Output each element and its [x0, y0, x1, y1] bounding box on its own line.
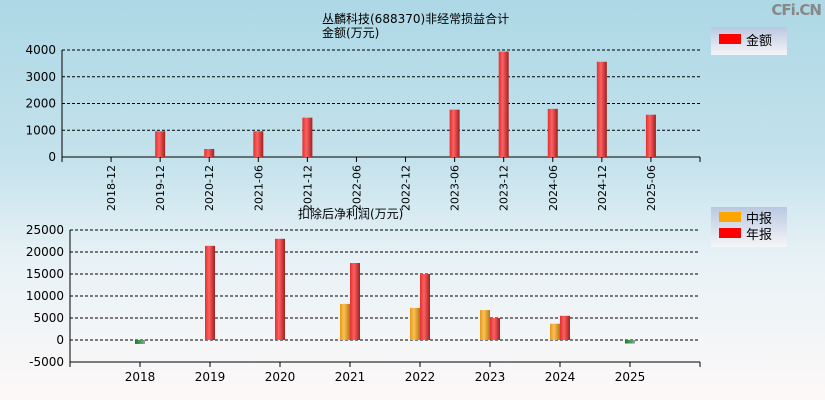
- x-tick-label: 2022-06: [350, 165, 363, 211]
- y-tick-label: 0: [48, 150, 56, 164]
- x-tick-label: 2021-12: [301, 165, 314, 211]
- chart1-title: 丛麟科技(688370)非经常损益合计: [322, 12, 510, 26]
- x-tick-label: 2023: [475, 370, 506, 384]
- legend-swatch: [719, 228, 741, 238]
- y-tick-label: 15000: [26, 267, 64, 281]
- y-tick-label: 2000: [25, 97, 56, 111]
- x-tick-label: 2023-06: [449, 165, 462, 211]
- bar-金额-2019-12: [155, 131, 166, 157]
- bar-年报-2024: [560, 315, 570, 340]
- bar-中报-2025: [625, 340, 635, 344]
- legend-swatch: [719, 212, 741, 222]
- x-tick-label: 2020-12: [203, 165, 216, 211]
- y-tick-label: 10000: [26, 289, 64, 303]
- chart2-title: 扣除后净利润(万元): [298, 207, 404, 221]
- y-tick-label: 5000: [33, 311, 64, 325]
- x-tick-label: 2024: [545, 370, 576, 384]
- x-tick-label: 2022-12: [400, 165, 413, 211]
- y-tick-label: -5000: [29, 355, 64, 369]
- chart1-legend: 金额: [711, 27, 787, 55]
- bar-金额-2023-06: [449, 109, 460, 157]
- bar-年报-2023: [490, 318, 500, 340]
- x-tick-label: 2018: [125, 370, 156, 384]
- bar-金额-2025-06: [645, 114, 656, 157]
- x-tick-label: 2024-12: [596, 165, 609, 211]
- bar-中报-2024: [550, 323, 560, 340]
- y-tick-label: 4000: [25, 43, 56, 57]
- bar-金额-2021-06: [253, 131, 264, 157]
- x-tick-label: 2023-12: [498, 165, 511, 211]
- bar-金额-2023-12: [498, 51, 509, 158]
- bar-金额-2021-12: [302, 117, 313, 157]
- chart1-subtitle: 金额(万元): [322, 26, 380, 40]
- legend-label: 年报: [746, 227, 773, 243]
- bar-中报-2022: [410, 307, 420, 340]
- x-tick-label: 2020: [265, 370, 296, 384]
- bar-中报-2021: [340, 303, 350, 340]
- legend-item: 中报: [711, 209, 787, 227]
- watermark: CFi.CN: [771, 1, 822, 19]
- bar-金额-2020-12: [204, 148, 215, 157]
- y-tick-label: 3000: [25, 70, 56, 84]
- legend-swatch: [719, 34, 741, 44]
- x-tick-label: 2025-06: [645, 165, 658, 211]
- legend-item: 年报: [711, 225, 787, 243]
- legend-label: 中报: [746, 211, 773, 227]
- bar-年报-2018: [135, 340, 145, 344]
- bar-金额-2024-06: [547, 108, 558, 157]
- legend-label: 金额: [746, 33, 773, 49]
- x-tick-label: 2019: [195, 370, 226, 384]
- y-tick-label: 20000: [26, 245, 64, 259]
- y-tick-label: 1000: [25, 123, 56, 137]
- bar-年报-2020: [275, 238, 285, 340]
- x-tick-label: 2018-12: [105, 165, 118, 211]
- y-tick-label: 0: [56, 333, 64, 347]
- bar-中报-2023: [480, 310, 490, 340]
- bar-年报-2019: [205, 245, 215, 340]
- x-tick-label: 2024-06: [547, 165, 560, 211]
- legend-item: 金额: [711, 31, 787, 49]
- bar-年报-2021: [350, 263, 360, 340]
- chart2-legend: 中报 年报: [711, 207, 787, 247]
- bar-金额-2024-12: [596, 61, 607, 157]
- x-tick-label: 2019-12: [154, 165, 167, 211]
- x-tick-label: 2021-06: [252, 165, 265, 211]
- bar-年报-2022: [420, 274, 430, 340]
- x-tick-label: 2022: [405, 370, 436, 384]
- y-tick-label: 25000: [26, 223, 64, 237]
- x-tick-label: 2025: [615, 370, 646, 384]
- x-tick-label: 2021: [335, 370, 366, 384]
